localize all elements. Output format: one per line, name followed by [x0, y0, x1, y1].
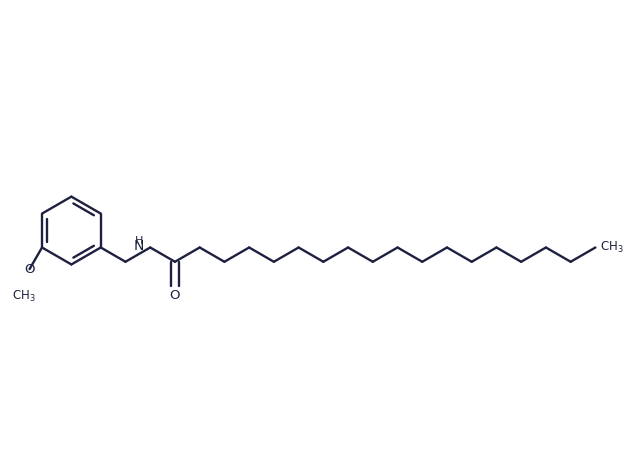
Text: O: O — [24, 263, 35, 275]
Text: CH$_3$: CH$_3$ — [600, 240, 623, 255]
Text: H: H — [134, 236, 143, 246]
Text: CH$_3$: CH$_3$ — [12, 289, 36, 304]
Text: O: O — [170, 290, 180, 302]
Text: N: N — [134, 239, 144, 253]
